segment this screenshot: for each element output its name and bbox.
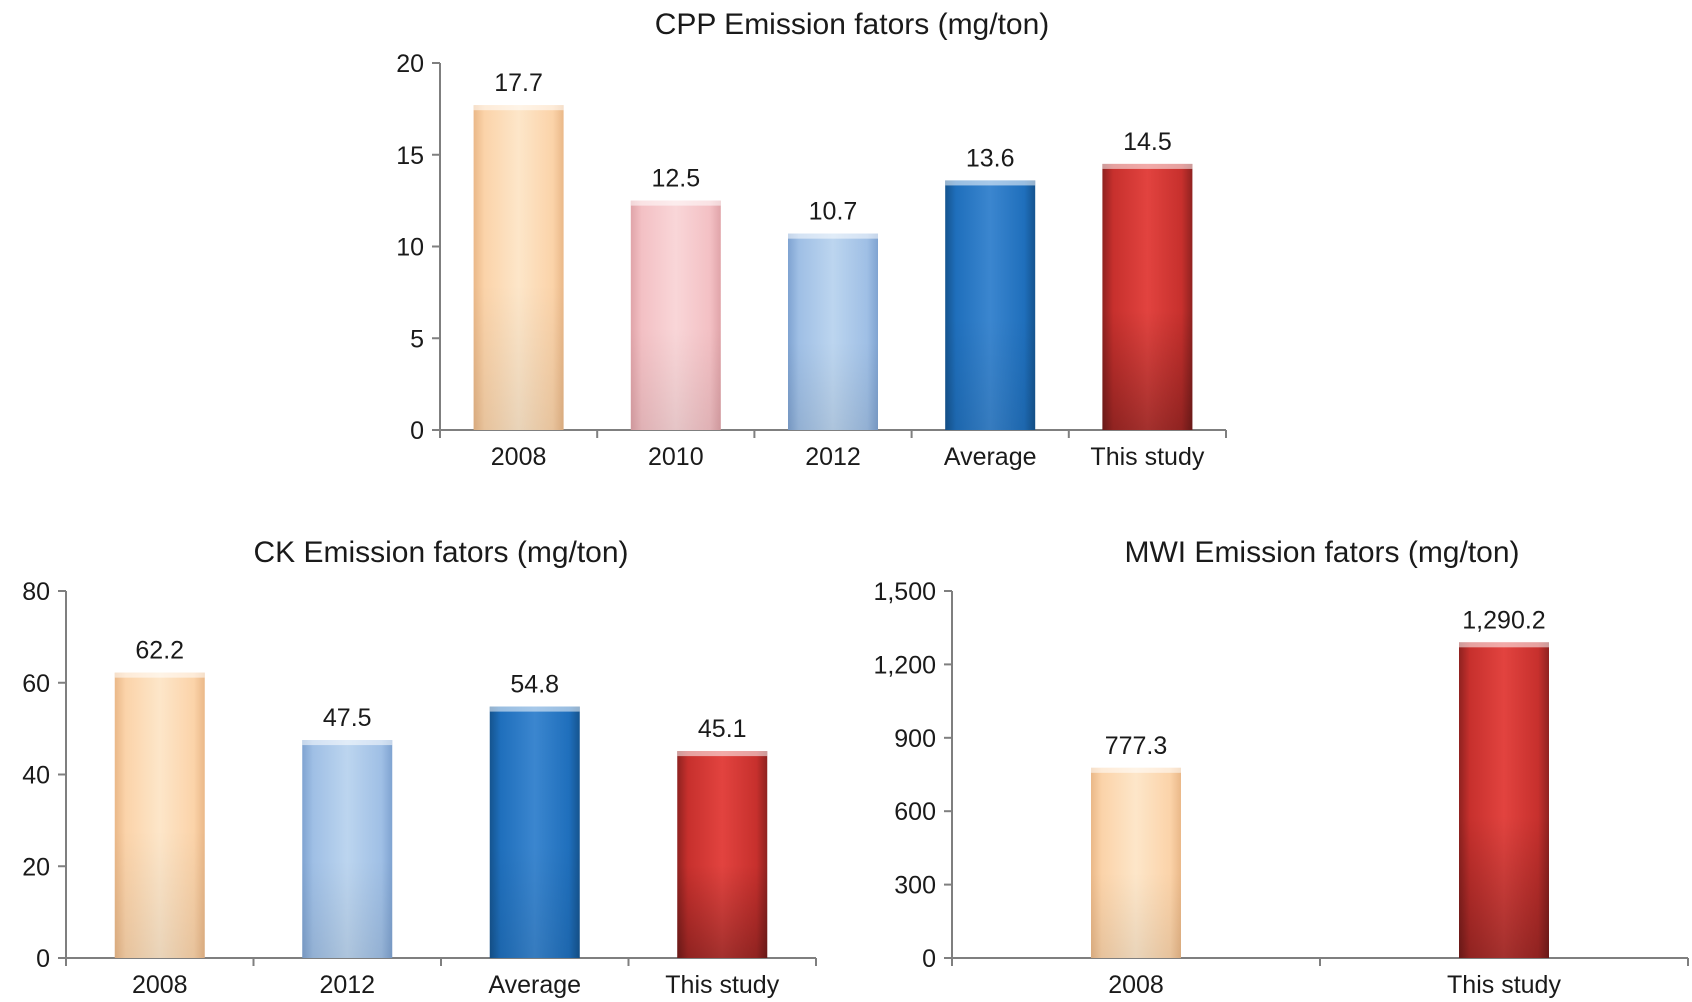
mwi-data-label: 777.3	[1105, 732, 1168, 760]
ck-data-label: 62.2	[135, 637, 184, 665]
mwi-y-tick-label: 900	[894, 725, 936, 753]
ck-bar-shade	[677, 751, 768, 958]
ck-bar-shade	[114, 672, 205, 958]
cpp-y-tick-label: 15	[396, 142, 424, 170]
cpp-chart-title: CPP Emission fators (mg/ton)	[655, 8, 1050, 41]
cpp-data-label: 10.7	[809, 198, 858, 226]
cpp-bar	[788, 233, 878, 430]
ck-data-label: 47.5	[323, 704, 372, 732]
mwi-y-tick-label: 0	[922, 945, 936, 973]
ck-category-label: 2008	[132, 971, 188, 999]
cpp-bar	[473, 105, 564, 430]
ck-bar-highlight	[114, 672, 205, 678]
cpp-bar	[945, 180, 1036, 430]
mwi-y-tick-label: 300	[894, 872, 936, 900]
cpp-bar-highlight	[788, 233, 878, 239]
mwi-bar-highlight	[1091, 767, 1181, 773]
cpp-data-label: 17.7	[494, 69, 543, 97]
ck-chart: CK Emission fators (mg/ton) 0 20 40 60 80 62.2…	[22, 536, 817, 999]
cpp-data-label: 12.5	[651, 165, 700, 193]
mwi-y-tick-label: 1,200	[873, 651, 936, 679]
cpp-bar	[630, 200, 721, 430]
cpp-chart: CPP Emission fators (mg/ton) 0 5 10 15 20 17.7…	[396, 8, 1227, 471]
cpp-data-label: 14.5	[1123, 128, 1172, 156]
ck-bar-highlight	[489, 706, 580, 712]
mwi-bar-highlight	[1459, 642, 1549, 648]
cpp-bar-shade	[945, 180, 1036, 430]
mwi-y-tick-label: 600	[894, 798, 936, 826]
ck-y-tick-label: 20	[22, 853, 50, 881]
mwi-data-label: 1,290.2	[1462, 606, 1545, 634]
cpp-category-label: Average	[944, 443, 1037, 471]
ck-y-tick-label: 40	[22, 762, 50, 790]
mwi-chart: MWI Emission fators (mg/ton) 0 300 600 900 1,…	[873, 536, 1689, 999]
mwi-y-tick-label: 1,500	[873, 578, 936, 606]
cpp-bar-shade	[1102, 163, 1193, 431]
cpp-bar-highlight	[945, 180, 1036, 186]
cpp-data-label: 13.6	[966, 144, 1015, 172]
cpp-bar-shade	[630, 200, 721, 430]
ck-category-label: This study	[665, 971, 779, 999]
ck-bar-highlight	[677, 751, 768, 757]
ck-y-tick-label: 60	[22, 670, 50, 698]
cpp-bar	[1102, 163, 1193, 431]
ck-data-label: 45.1	[698, 715, 747, 743]
mwi-bar-shade	[1459, 642, 1549, 958]
ck-category-label: 2012	[319, 971, 375, 999]
cpp-bar-highlight	[1102, 163, 1193, 169]
ck-bar	[114, 672, 205, 958]
ck-bar	[677, 751, 768, 958]
cpp-bar-shade	[473, 105, 564, 430]
cpp-y-tick-label: 5	[410, 325, 424, 353]
mwi-bar-shade	[1091, 767, 1181, 958]
ck-bar-shade	[489, 706, 580, 958]
ck-category-label: Average	[488, 971, 581, 999]
cpp-category-label: 2012	[805, 443, 861, 471]
ck-data-label: 54.8	[510, 671, 559, 699]
ck-bar	[302, 740, 393, 958]
ck-bar-highlight	[302, 740, 393, 746]
ck-bar-shade	[302, 740, 393, 958]
cpp-y-tick-label: 10	[396, 234, 424, 262]
cpp-y-tick-label: 20	[396, 50, 424, 78]
mwi-bar	[1091, 767, 1181, 958]
cpp-category-label: 2008	[491, 443, 547, 471]
ck-y-tick-label: 80	[22, 578, 50, 606]
cpp-y-tick-label: 0	[410, 417, 424, 445]
cpp-category-label: 2010	[648, 443, 704, 471]
mwi-bar	[1459, 642, 1549, 958]
ck-y-tick-label: 0	[36, 945, 50, 973]
mwi-category-label: 2008	[1108, 971, 1164, 999]
cpp-bar-highlight	[473, 105, 564, 111]
ck-bar	[489, 706, 580, 958]
ck-chart-title: CK Emission fators (mg/ton)	[253, 536, 628, 569]
cpp-bar-shade	[788, 233, 878, 430]
cpp-category-label: This study	[1090, 443, 1204, 471]
cpp-bar-highlight	[630, 200, 721, 206]
mwi-chart-title: MWI Emission fators (mg/ton)	[1124, 536, 1519, 569]
mwi-category-label: This study	[1447, 971, 1561, 999]
